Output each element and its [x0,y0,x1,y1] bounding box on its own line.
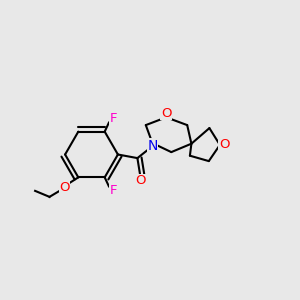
Text: O: O [219,138,230,151]
Text: O: O [161,106,172,120]
Text: O: O [136,174,146,188]
Text: N: N [147,139,158,153]
Text: O: O [59,182,70,194]
Text: F: F [109,112,117,125]
Text: F: F [109,184,117,197]
